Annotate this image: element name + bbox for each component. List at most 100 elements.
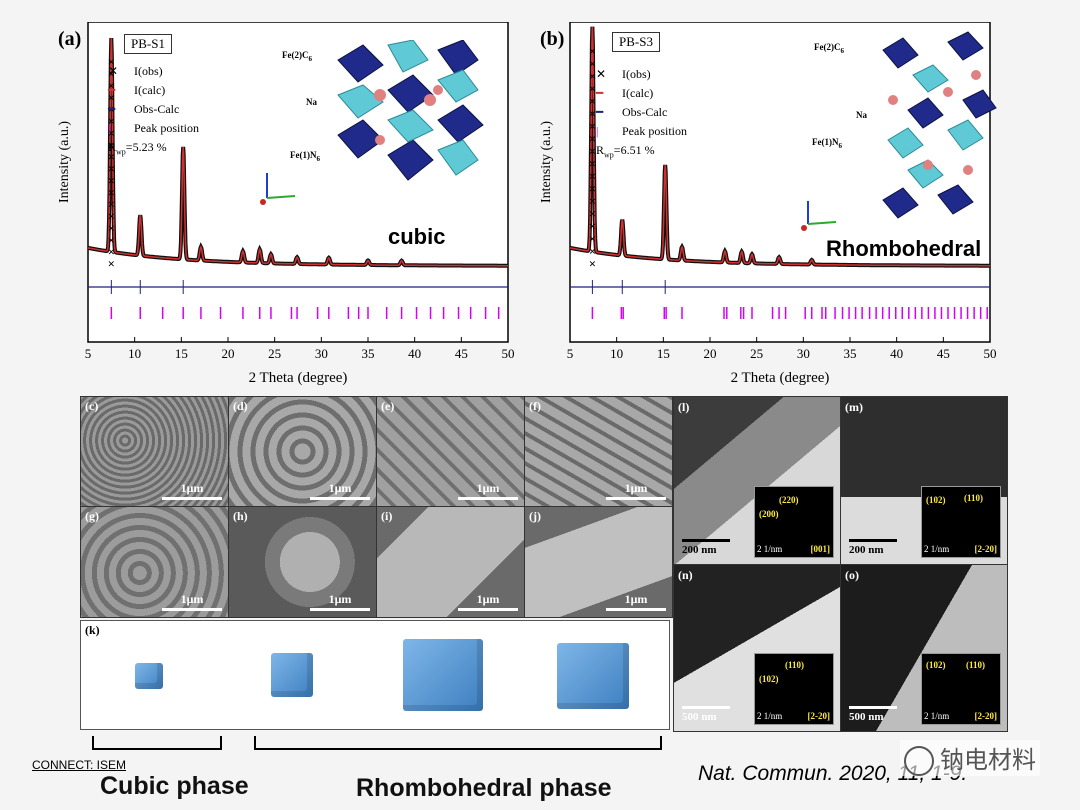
sem-image-j: (j) 1μm <box>524 506 673 618</box>
saed-n-zone: [2-20] <box>807 711 831 721</box>
sem-c-scale: 1μm <box>162 481 222 500</box>
legend-b-calc: ━ I(calc) <box>596 86 654 100</box>
y-axis-label: Intensity (a.u.) <box>57 121 72 203</box>
x-axis-label: 2 Theta (degree) <box>249 370 348 386</box>
tem-image-l: (l) 200 nm (220) (200) 2 1/nm [001] <box>673 396 841 565</box>
legend-b-obs: ✕ I(obs) <box>596 67 651 81</box>
x-tick-label: 35 <box>844 346 857 361</box>
obs-marker: ✕ <box>108 93 116 103</box>
saed-m-index1: (102) <box>926 495 946 505</box>
x-axis-label: 2 Theta (degree) <box>731 370 830 386</box>
obs-marker: ✕ <box>108 152 116 162</box>
obs-marker: ✕ <box>108 212 116 222</box>
legend-a-calc-label: I(calc) <box>134 83 166 97</box>
x-tick-label: 40 <box>890 346 903 361</box>
crystal-structure-a <box>328 39 488 190</box>
wechat-icon <box>904 746 934 776</box>
obs-marker: ✕ <box>589 122 597 132</box>
sem-j-scale: 1μm <box>606 592 666 611</box>
x-tick-label: 20 <box>704 346 717 361</box>
sem-e-scale: 1μm <box>458 481 518 500</box>
obs-marker: ✕ <box>108 235 116 245</box>
obs-marker: ✕ <box>589 197 597 207</box>
large-cube-1 <box>403 639 483 711</box>
legend-a-peak-label: Peak position <box>134 121 199 135</box>
stacked-cubes <box>271 653 313 697</box>
legend-a-obs-label: I(obs) <box>134 64 163 78</box>
rwp-b-sub: wp <box>604 150 614 160</box>
obs-marker: ✕ <box>108 69 116 79</box>
saed-m-zone: [2-20] <box>974 544 998 554</box>
legend-a-calc: ━ I(calc) <box>108 83 166 97</box>
legend-b-peak-label: Peak position <box>622 124 687 138</box>
obs-marker: ✕ <box>589 222 597 232</box>
obs-marker: ✕ <box>589 59 597 69</box>
obs-marker: ✕ <box>589 172 597 182</box>
legend-b: ✕ I(obs) ━ I(calc) ━ Obs-Calc | Peak positio… <box>596 65 687 164</box>
saed-m-scale: 2 1/nm <box>924 544 950 554</box>
struct-label-b-na: Na <box>856 110 867 120</box>
saed-n-index2: (102) <box>759 674 779 684</box>
sample-label-a: PB-S1 <box>124 34 172 54</box>
xrd-chart-a-svg: ✕✕✕✕✕✕✕✕✕✕✕✕✕✕✕✕✕✕5 10 15 20 25 30 35 40 45 502 T… <box>57 21 515 386</box>
saed-o-scale: 2 1/nm <box>924 711 950 721</box>
obs-marker: ✕ <box>589 109 597 119</box>
obs-marker: ✕ <box>108 200 116 210</box>
legend-a-obs: ✕ I(obs) <box>108 64 163 78</box>
crystal-structure-b <box>868 30 998 230</box>
sample-label-b: PB-S3 <box>612 32 660 52</box>
saed-l-index2: (200) <box>759 509 779 519</box>
obs-marker: ✕ <box>108 223 116 233</box>
calc-curve <box>87 38 508 267</box>
obs-marker: ✕ <box>108 176 116 186</box>
saed-o-zone: [2-20] <box>974 711 998 721</box>
x-tick-label: 50 <box>984 346 997 361</box>
legend-b-diff: ━ Obs-Calc <box>596 105 668 119</box>
obs-marker: ✕ <box>108 117 116 127</box>
legend-a-diff: ━ Obs-Calc <box>108 102 180 116</box>
x-tick-label: 25 <box>750 346 763 361</box>
rhombohedral-phase-label: Rhombohedral phase <box>356 774 612 802</box>
sem-g-letter: (g) <box>85 509 99 523</box>
x-tick-label: 40 <box>408 346 421 361</box>
phase-label-b: Rhombohedral <box>826 236 982 261</box>
x-tick-label: 10 <box>610 346 623 361</box>
crystal-a-svg <box>337 39 484 181</box>
x-tick-label: 15 <box>657 346 670 361</box>
tem-image-m: (m) 200 nm (102) (110) 2 1/nm [2-20] <box>840 396 1008 565</box>
legend-b-peak: | Peak position <box>596 124 687 138</box>
x-tick-label: 20 <box>222 346 235 361</box>
tem-n-letter: (n) <box>678 568 693 582</box>
sem-j-letter: (j) <box>529 509 541 523</box>
legend-a: ✕ I(obs) ━ I(calc) ━ Obs-Calc | Peak positio… <box>108 62 199 161</box>
panel-a-letter: (a) <box>58 28 82 50</box>
saed-m-index2: (110) <box>964 493 983 503</box>
sem-image-h: (h) 1μm <box>228 506 377 618</box>
x-tick-label: 10 <box>128 346 141 361</box>
sem-image-f: (f) 1μm <box>524 396 673 507</box>
tem-o-letter: (o) <box>845 568 859 582</box>
obs-marker: ✕ <box>589 234 597 244</box>
saed-l-index1: (220) <box>779 495 799 505</box>
y-axis-label: Intensity (a.u.) <box>539 121 554 203</box>
obs-marker: ✕ <box>108 105 116 115</box>
legend-b-calc-label: I(calc) <box>622 86 654 100</box>
legend-b-diff-label: Obs-Calc <box>622 105 668 119</box>
sem-h-letter: (h) <box>233 509 248 523</box>
rwp-b-value: =6.51 % <box>613 143 655 157</box>
struct-label-a-fe1: Fe(1)N6 <box>290 150 320 163</box>
obs-marker: ✕ <box>108 247 116 257</box>
legend-b-obs-label: I(obs) <box>622 67 651 81</box>
x-tick-label: 30 <box>797 346 810 361</box>
tem-m-letter: (m) <box>845 400 863 414</box>
connect-label: CONNECT: ISEM <box>32 758 127 772</box>
watermark-text: 钠电材料 <box>940 746 1036 774</box>
tem-image-n: (n) 500 nm (110) (102) 2 1/nm [2-20] <box>673 564 841 732</box>
sem-image-d: (d) 1μm <box>228 396 377 507</box>
x-tick-label: 5 <box>567 346 574 361</box>
obs-marker: ✕ <box>108 57 116 67</box>
watermark: 钠电材料 <box>900 740 1040 776</box>
obs-marker: ✕ <box>589 147 597 157</box>
obs-marker: ✕ <box>589 47 597 57</box>
obs-marker: ✕ <box>108 259 116 269</box>
